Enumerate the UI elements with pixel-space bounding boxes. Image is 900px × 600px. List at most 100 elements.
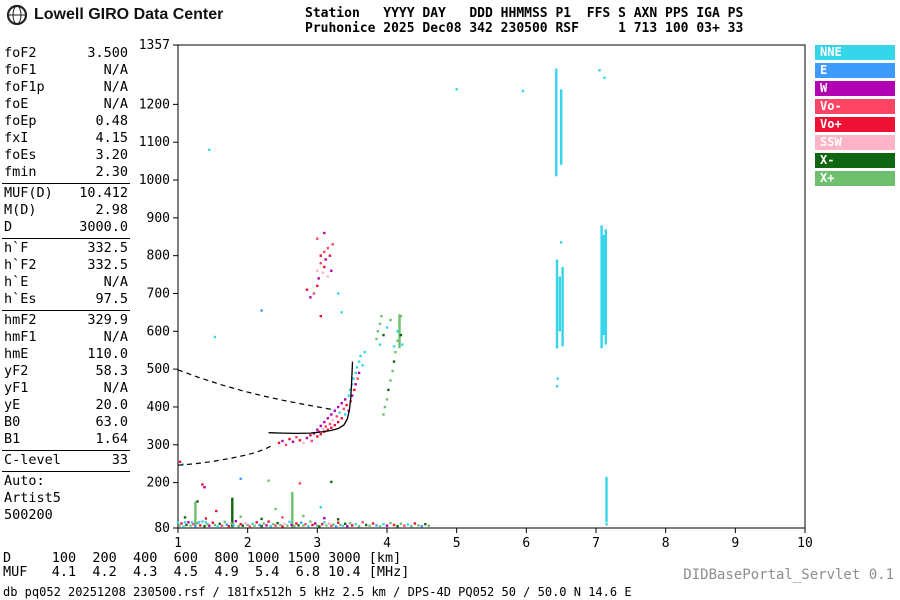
- legend-item-w: W: [815, 81, 895, 96]
- param-label: yF2: [4, 363, 29, 379]
- param-value: 4.15: [95, 130, 128, 146]
- param-value: 10.412: [79, 185, 128, 201]
- param-group: C-level 33: [2, 450, 130, 471]
- svg-text:200: 200: [147, 476, 170, 491]
- param-value: 33: [111, 452, 128, 468]
- param-label: foEp: [4, 113, 37, 129]
- param-value: 63.0: [95, 414, 128, 430]
- param-row-foep: foEp 0.48: [4, 113, 128, 130]
- param-row-md: M(D) 2.98: [4, 202, 128, 219]
- x-axis: 1 2 3 4 5 6 7 8 9 10: [174, 528, 813, 550]
- param-label: foF1: [4, 62, 37, 78]
- svg-text:5: 5: [453, 536, 461, 550]
- svg-text:900: 900: [147, 211, 170, 226]
- trace-solid: [268, 361, 354, 435]
- param-value: 2.98: [95, 202, 128, 218]
- svg-text:3: 3: [313, 536, 321, 550]
- plot-frame: [177, 44, 806, 529]
- echo-points: [176, 69, 608, 528]
- param-value: 332.5: [87, 240, 128, 256]
- param-value: N/A: [103, 62, 128, 78]
- param-row-fof1: foF1 N/A: [4, 62, 128, 79]
- svg-text:400: 400: [147, 400, 170, 415]
- param-row-clevel: C-level 33: [4, 452, 128, 469]
- svg-text:500: 500: [147, 362, 170, 377]
- param-label: h`E: [4, 274, 29, 290]
- param-row-mufd: MUF(D) 10.412: [4, 185, 128, 202]
- svg-text:7: 7: [592, 536, 600, 550]
- param-value: 97.5: [95, 291, 128, 307]
- legend-item-vo: Vo-: [815, 99, 895, 114]
- svg-text:300: 300: [147, 438, 170, 453]
- param-row-hf: h`F 332.5: [4, 240, 128, 257]
- site-title: Lowell GIRO Data Center: [34, 6, 224, 23]
- param-label: fmin: [4, 164, 37, 180]
- svg-text:1000: 1000: [139, 173, 170, 188]
- param-value: 332.5: [87, 257, 128, 273]
- param-label: foEs: [4, 147, 37, 163]
- trace-dashed: [177, 369, 333, 466]
- param-group: foF2 3.500 foF1 N/A foF1p N/A foE N/A foEp 0.48 fx…: [2, 44, 130, 183]
- param-group: hmF2 329.9 hmF1 N/A hmE 110.0 yF2 58.3 yF1 N/A yE 2…: [2, 310, 130, 450]
- svg-text:6: 6: [522, 536, 530, 550]
- autoscaler-group: Auto: Artist5 500200: [2, 471, 130, 526]
- param-value: 0.48: [95, 113, 128, 129]
- param-label: hmF1: [4, 329, 37, 345]
- param-row-fof1p: foF1p N/A: [4, 79, 128, 96]
- param-row-hme: hmE 110.0: [4, 346, 128, 363]
- param-row-hmf2: hmF2 329.9: [4, 312, 128, 329]
- param-row-b0: B0 63.0: [4, 414, 128, 431]
- param-group: h`F 332.5 h`F2 332.5 h`E N/A h`Es 97.5: [2, 238, 130, 310]
- param-label: yE: [4, 397, 21, 413]
- autoscaler-line: Auto:: [4, 473, 45, 489]
- param-row-b1: B1 1.64: [4, 431, 128, 448]
- param-label: hmF2: [4, 312, 37, 328]
- site-header: Lowell GIRO Data Center: [6, 4, 223, 26]
- svg-text:1100: 1100: [139, 135, 170, 150]
- param-row-d: D 3000.0: [4, 219, 128, 236]
- station-header-line1: Station YYYY DAY DDD HHMMSS P1 FFS S AXN…: [305, 6, 744, 21]
- param-label: fxI: [4, 130, 29, 146]
- svg-text:1: 1: [174, 536, 182, 550]
- param-label: h`F: [4, 240, 29, 256]
- param-label: foF2: [4, 45, 37, 61]
- svg-text:10: 10: [797, 536, 813, 550]
- param-group: MUF(D) 10.412 M(D) 2.98 D 3000.0: [2, 183, 130, 238]
- autoscaler-line: 500200: [4, 507, 53, 523]
- param-value: 329.9: [87, 312, 128, 328]
- param-value: 58.3: [95, 363, 128, 379]
- param-label: M(D): [4, 202, 37, 218]
- ionogram-plot: 1357120011001000900800700600500400300200…: [139, 38, 813, 550]
- param-label: h`Es: [4, 291, 37, 307]
- param-label: B0: [4, 414, 21, 430]
- d-scale-row: D 100 200 400 600 800 1000 1500 3000 [km…: [3, 550, 402, 566]
- svg-text:600: 600: [147, 324, 170, 339]
- param-value: 2.30: [95, 164, 128, 180]
- svg-text:8: 8: [662, 536, 670, 550]
- svg-text:9: 9: [731, 536, 739, 550]
- param-row-hf2: h`F2 332.5: [4, 257, 128, 274]
- param-label: foF1p: [4, 79, 45, 95]
- legend-item-ssw: SSW: [815, 135, 895, 150]
- svg-text:80: 80: [154, 521, 170, 536]
- param-value: N/A: [103, 274, 128, 290]
- param-label: C-level: [4, 452, 61, 468]
- param-label: B1: [4, 431, 21, 447]
- param-row-fof2: foF2 3.500: [4, 45, 128, 62]
- param-value: 110.0: [87, 346, 128, 362]
- param-label: foE: [4, 96, 29, 112]
- muf-scale-row: MUF 4.1 4.2 4.3 4.5 4.9 5.4 6.8 10.4 [MH…: [3, 564, 410, 580]
- legend-item-e: E: [815, 63, 895, 78]
- param-row-hmf1: hmF1 N/A: [4, 329, 128, 346]
- legend-item-nne: NNE: [815, 45, 895, 60]
- param-row-fxi: fxI 4.15: [4, 130, 128, 147]
- svg-text:1357: 1357: [139, 38, 170, 53]
- param-label: yF1: [4, 380, 29, 396]
- param-value: 3.20: [95, 147, 128, 163]
- echo-direction-legend: NNE E W Vo- Vo+ SSW X- X+: [815, 45, 897, 189]
- parameter-panel: foF2 3.500 foF1 N/A foF1p N/A foE N/A foEp 0.48 fx…: [2, 44, 130, 526]
- param-value: 3.500: [87, 45, 128, 61]
- param-value: 1.64: [95, 431, 128, 447]
- param-label: D: [4, 219, 13, 235]
